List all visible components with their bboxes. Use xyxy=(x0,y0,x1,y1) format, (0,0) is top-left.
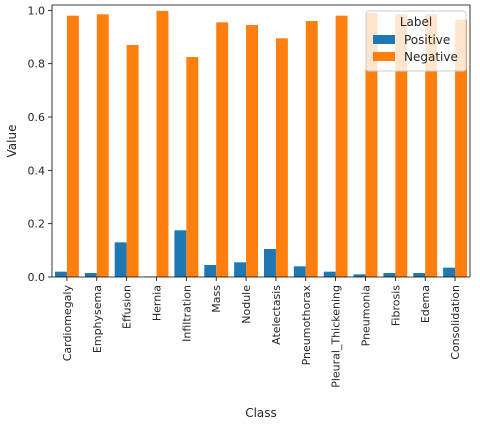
bar-negative-cardiomegaly xyxy=(66,15,79,277)
bar-negative-atelectasis xyxy=(275,38,288,277)
x-tick-label: Atelectasis xyxy=(270,285,283,345)
x-tick-label: Fibrosis xyxy=(389,285,402,326)
bars-group xyxy=(54,10,468,278)
bar-positive-atelectasis xyxy=(263,249,276,277)
bar-positive-cardiomegaly xyxy=(54,271,67,277)
bar-negative-emphysema xyxy=(96,14,109,278)
legend-label-negative: Negative xyxy=(404,50,458,64)
bar-positive-edema xyxy=(413,273,426,277)
x-tick-label: Effusion xyxy=(121,285,134,329)
x-tick-label: Infiltration xyxy=(180,285,193,342)
y-tick-label: 0.6 xyxy=(28,111,46,124)
x-tick-label: Consolidation xyxy=(449,285,462,360)
bar-positive-mass xyxy=(204,265,217,277)
y-axis-label: Value xyxy=(5,125,19,158)
bar-positive-pleural_thickening xyxy=(323,271,336,277)
bar-positive-nodule xyxy=(234,262,247,277)
bar-negative-fibrosis xyxy=(395,14,408,278)
x-tick-label: Hernia xyxy=(151,285,164,321)
bar-negative-infiltration xyxy=(186,57,199,277)
ticks-group: 0.0 0.2 0.4 0.6 0.8 1.0 Cardiomegaly Emphysema E… xyxy=(28,4,463,387)
legend-label-positive: Positive xyxy=(404,33,450,47)
bar-negative-mass xyxy=(216,22,229,277)
y-tick-label: 0.2 xyxy=(28,218,46,231)
bar-positive-emphysema xyxy=(84,273,97,277)
bar-negative-edema xyxy=(425,14,438,278)
bar-negative-pneumothorax xyxy=(305,21,318,277)
x-tick-label: Pneumonia xyxy=(360,285,373,346)
x-tick-label: Edema xyxy=(419,285,432,323)
y-tick-label: 0.8 xyxy=(28,58,46,71)
x-tick-label: Cardiomegaly xyxy=(61,285,74,362)
bar-positive-infiltration xyxy=(174,230,187,277)
bar-positive-pneumonia xyxy=(353,274,366,277)
bar-negative-pleural_thickening xyxy=(335,15,348,277)
x-tick-label: Pleural_Thickening xyxy=(330,285,343,388)
x-tick-label: Mass xyxy=(210,285,223,313)
bar-positive-consolidation xyxy=(443,267,456,277)
bar-positive-fibrosis xyxy=(383,273,396,277)
x-tick-label: Pneumothorax xyxy=(300,285,313,366)
legend-swatch-negative xyxy=(373,52,395,61)
legend: Label Positive Negative xyxy=(365,10,467,72)
x-tick-label: Nodule xyxy=(240,285,253,324)
bar-negative-nodule xyxy=(246,25,259,277)
legend-title: Label xyxy=(400,15,432,29)
axes-group xyxy=(51,4,471,278)
legend-swatch-positive xyxy=(373,35,395,44)
y-tick-label: 0.0 xyxy=(28,271,46,284)
y-tick-label: 1.0 xyxy=(28,4,46,17)
x-tick-label: Emphysema xyxy=(91,285,104,353)
bar-negative-pneumonia xyxy=(365,13,378,277)
x-axis-label: Class xyxy=(245,406,277,420)
bar-positive-effusion xyxy=(114,242,127,277)
bar-negative-hernia xyxy=(156,10,169,278)
y-tick-label: 0.4 xyxy=(28,164,46,177)
bar-negative-effusion xyxy=(126,45,139,277)
bar-positive-pneumothorax xyxy=(293,266,306,277)
bar-negative-consolidation xyxy=(455,19,468,277)
